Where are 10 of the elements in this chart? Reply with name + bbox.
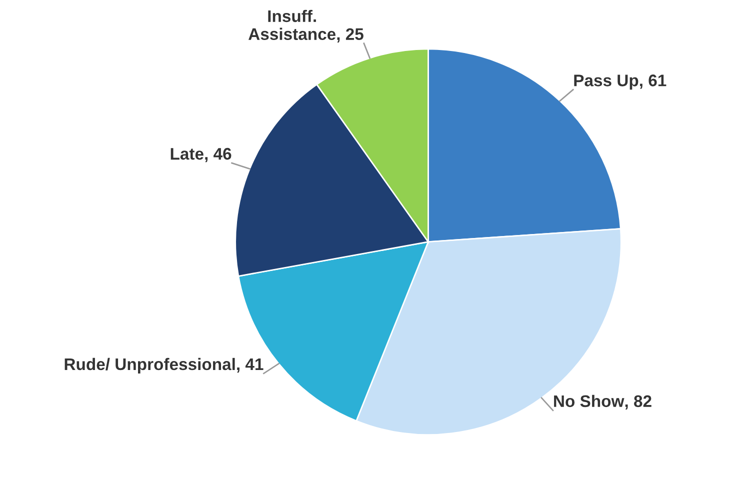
data-label: , 46 (205, 148, 232, 162)
slice-label: Late (170, 148, 204, 160)
slice-label: Rude/ Unprofessional (64, 358, 235, 374)
data-label: , 61 (640, 74, 666, 89)
data-label: , 82 (625, 395, 652, 410)
slice-label: No Show (554, 394, 624, 408)
data-label: , 41 (237, 358, 264, 373)
data-label: , 25 (337, 28, 364, 42)
slice-label: Insuff. Assistance (248, 10, 336, 40)
slice-label: Pass Up (574, 74, 638, 90)
